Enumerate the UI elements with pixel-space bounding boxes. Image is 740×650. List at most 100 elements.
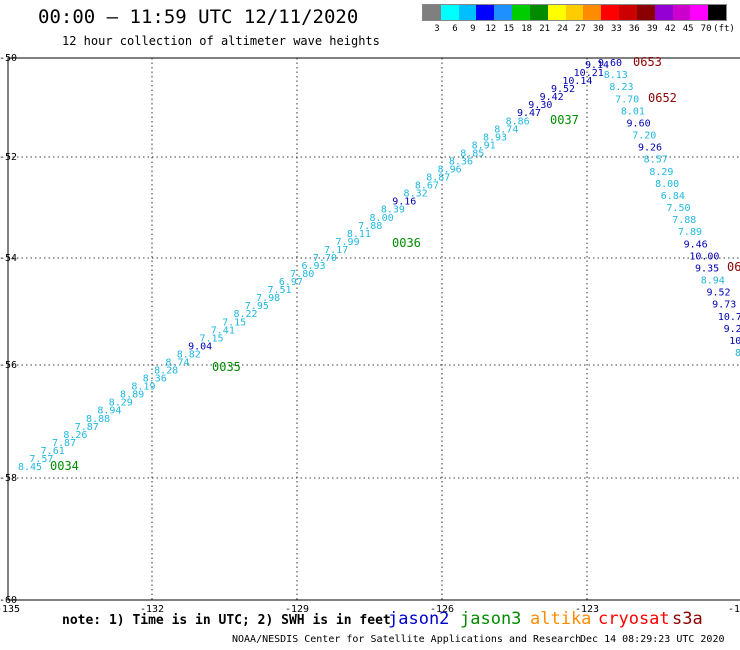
swh-value: 9.52 (706, 288, 730, 299)
swh-value: 7.99 (336, 237, 360, 248)
swh-value: 7.87 (75, 422, 99, 433)
legend-swatch (512, 5, 530, 20)
swh-value: 7.88 (358, 221, 382, 232)
swh-value: 9.04 (188, 341, 212, 352)
jason3-pass-label: 0034 (50, 459, 79, 473)
footer-note: note: 1) Time is in UTC; 2) SWH is in fe… (62, 613, 391, 628)
swh-value: 6.93 (302, 261, 326, 272)
swh-value: 6.97 (279, 277, 303, 288)
swh-value: 8.29 (109, 398, 133, 409)
legend-label: 33 (610, 24, 622, 34)
legend-label: 70 (700, 24, 712, 34)
satellite-label-jason2: jason2 (388, 609, 450, 629)
swh-value: 8.94 (701, 276, 725, 287)
swh-value: 8.74 (494, 124, 518, 135)
swh-value: 10.00 (689, 251, 719, 262)
swh-value: 8.57 (644, 155, 668, 166)
jason3-pass-label: 0037 (550, 113, 579, 127)
swh-value: 9.25 (724, 324, 740, 335)
swh-value: 8.89 (120, 390, 144, 401)
swh-value: 7.80 (290, 269, 314, 280)
swh-value: 8.96 (438, 165, 462, 176)
swh-value: 8.94 (97, 406, 121, 417)
swh-value: 8.87 (426, 173, 450, 184)
swh-value: 7.88 (672, 215, 696, 226)
legend-swatch (708, 5, 727, 20)
page-subtitle: 12 hour collection of altimeter wave hei… (62, 34, 380, 48)
swh-value: 6.84 (661, 191, 685, 202)
legend-label: 9 (470, 24, 476, 34)
swh-value: 8.23 (609, 82, 633, 93)
swh-value: 9.42 (540, 92, 564, 103)
swh-value: 7.51 (267, 285, 291, 296)
legend-label: 24 (557, 24, 568, 34)
satellite-label-jason3: jason3 (460, 609, 522, 629)
legend-label: 39 (646, 24, 658, 34)
swh-value: 8.19 (131, 382, 155, 393)
swh-value: 9.35 (695, 263, 719, 274)
swh-value: 8.85 (460, 148, 484, 159)
swh-value: 10.0 (729, 336, 740, 347)
swh-value: 8.93 (483, 132, 507, 143)
legend-label: 21 (539, 24, 551, 34)
legend-swatch (636, 5, 655, 20)
swh-value: 8.45 (18, 462, 42, 473)
swh-value: 7.15 (222, 317, 246, 328)
swh-value: 7.15 (199, 333, 223, 344)
legend-swatch (476, 5, 495, 20)
swh-value: 7.70 (615, 94, 639, 105)
swh-value: 10.72 (718, 312, 740, 323)
swh-value: 9.60 (598, 58, 622, 69)
swh-value: 7.95 (245, 301, 269, 312)
legend-label: (ft) (713, 24, 735, 34)
swh-value: 7.57 (29, 454, 53, 465)
satellite-label-cryosat: cryosat (598, 609, 670, 629)
y-tick-label: -56 (0, 360, 17, 371)
swh-value: 10.21 (574, 68, 604, 79)
s3a-pass-label: 0652 (648, 91, 677, 105)
swh-value: 8.28 (154, 366, 178, 377)
swh-value: 8.26 (63, 430, 87, 441)
swh-value: 7.17 (324, 245, 348, 256)
x-tick-label: -135 (0, 604, 20, 615)
legend-swatch (690, 5, 709, 20)
legend-label: 36 (628, 24, 640, 34)
swh-value: 8.00 (370, 213, 394, 224)
swh-value: 9.26 (638, 143, 662, 154)
legend-label: 12 (485, 24, 497, 34)
swh-value: 7.70 (313, 253, 337, 264)
swh-value: 9.14 (585, 60, 609, 71)
x-tick-label: -126 (430, 604, 454, 615)
swh-value: 8 (735, 348, 740, 359)
satellite-label-s3a: s3a (672, 609, 703, 629)
legend-swatch (654, 5, 673, 20)
legend-label: 18 (521, 24, 533, 34)
y-tick-label: -52 (0, 152, 17, 163)
map-frame (7, 57, 740, 601)
jason3-pass-label: 0036 (392, 236, 421, 250)
y-tick-label: -60 (0, 595, 17, 606)
swh-value: 7.41 (211, 325, 235, 336)
legend-swatch (619, 5, 637, 20)
credit-text: NOAA/NESDIS Center for Satellite Applica… (232, 634, 582, 645)
swh-value: 9.30 (528, 100, 552, 111)
legend-label: 45 (682, 24, 694, 34)
swh-value: 8.13 (604, 70, 628, 81)
swh-value: 7.50 (667, 203, 691, 214)
timestamp-text: Dec 14 08:29:23 UTC 2020 (580, 634, 725, 645)
swh-value: 7.20 (632, 131, 656, 142)
legend-swatch (423, 5, 441, 20)
s3a-pass-label: 0653 (633, 55, 662, 69)
y-tick-label: -58 (0, 473, 17, 484)
legend-swatch (672, 5, 691, 20)
swh-value: 9.47 (517, 108, 541, 119)
swh-value: 7.61 (41, 446, 65, 457)
swh-value: 7.98 (256, 293, 280, 304)
swh-value: 9.73 (712, 300, 736, 311)
swh-value: 7.87 (52, 438, 76, 449)
legend-label: 3 (434, 24, 440, 34)
color-scale-bar (422, 4, 727, 21)
legend-swatch (601, 5, 620, 20)
swh-value: 8.22 (233, 309, 257, 320)
